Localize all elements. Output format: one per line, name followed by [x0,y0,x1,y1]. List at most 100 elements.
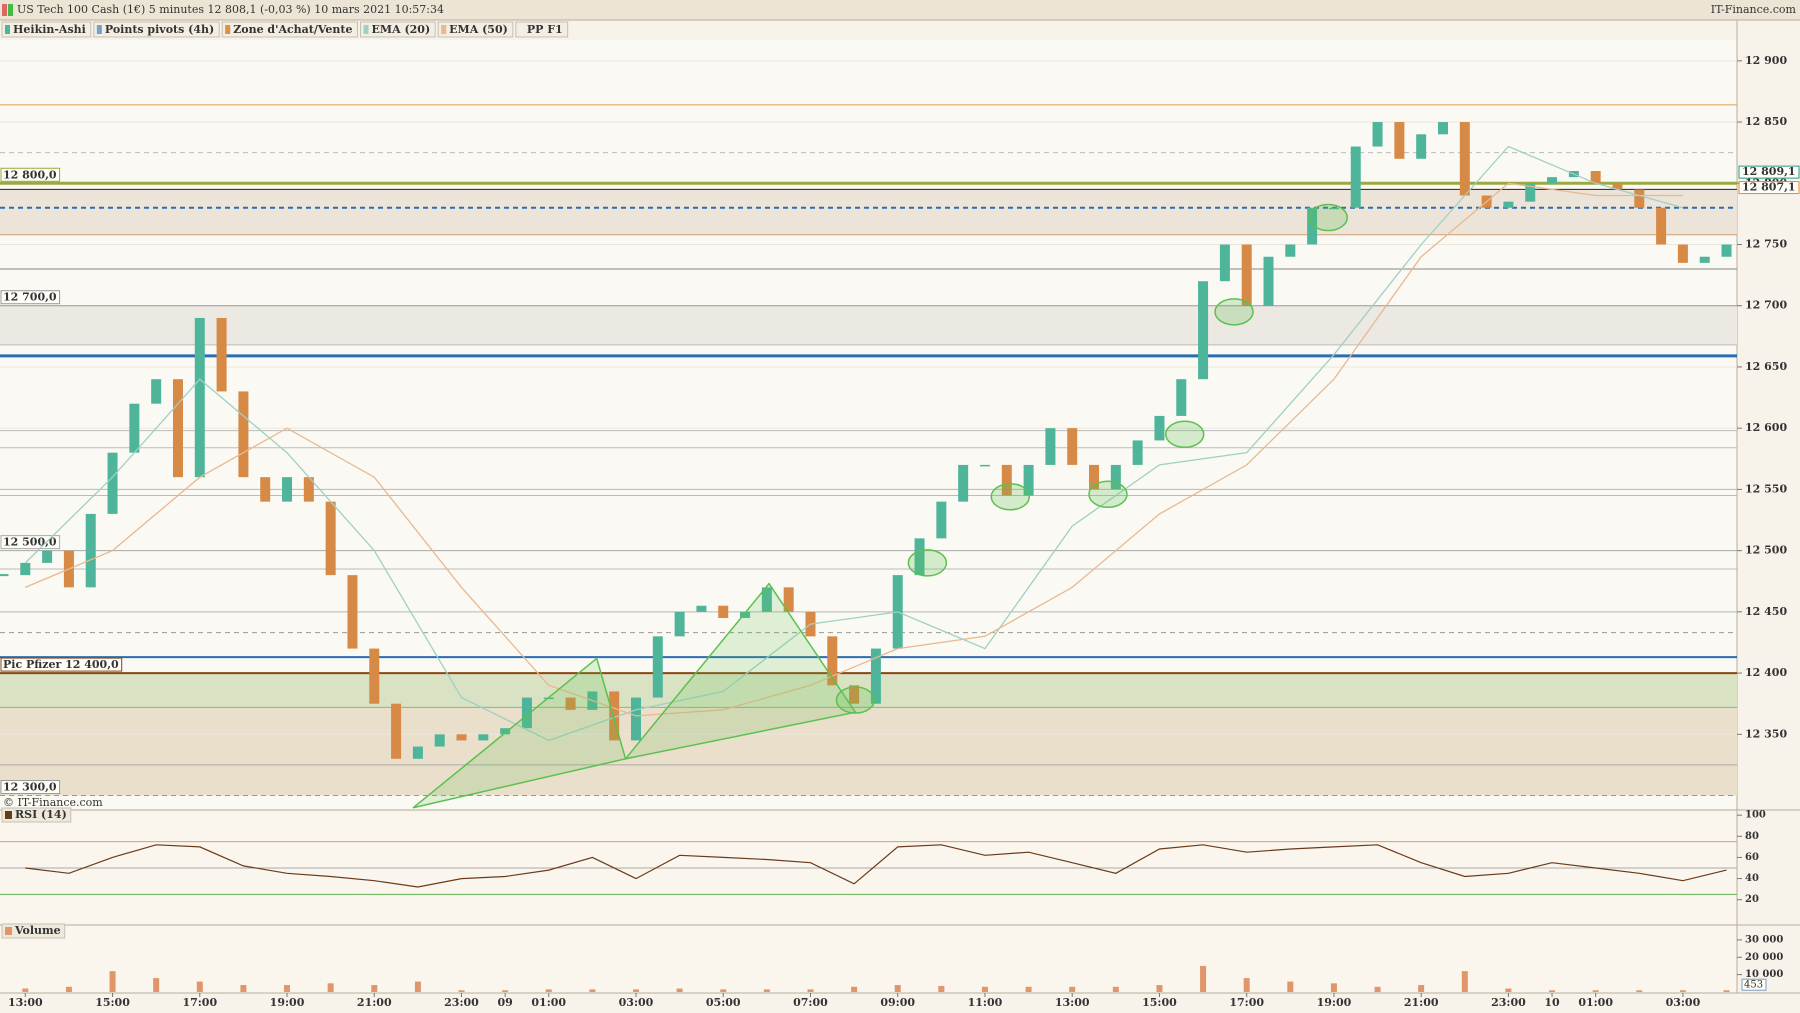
candle [740,611,751,618]
candle [151,379,162,404]
candle [849,685,860,704]
candle [565,697,576,710]
circle-drawing [907,549,948,577]
x-tick-label: 11:00 [968,996,1003,1009]
volume-bar [807,989,814,992]
legend-label: Points pivots (4h) [105,23,214,36]
candle [521,697,532,729]
volume-bar [284,985,291,992]
x-tick-label: 03:00 [1666,996,1701,1009]
volume-bar [589,989,596,992]
triangle-drawing [623,582,857,760]
candle [827,636,838,686]
legend-swatch [518,25,524,34]
circle-drawing [1308,203,1349,232]
candle [1023,464,1034,496]
legend-label: EMA (50) [449,23,508,36]
candle [456,734,467,741]
x-tick-label: 13:00 [1055,996,1090,1009]
candle [1437,122,1448,135]
y-tick-label: 80 [1745,831,1759,842]
candle [1067,428,1078,465]
volume-bar [676,988,683,992]
volume-bar [458,990,465,992]
level-label: 12 500,0 [3,536,57,549]
x-tick-label: 17:00 [1229,996,1264,1009]
candle [1656,207,1667,245]
volume-bar [632,989,639,992]
candle [325,501,336,576]
zone [0,189,1737,235]
circle-drawing [1214,298,1254,326]
price-label-box [1738,181,1800,195]
y-tick-label: 12 500 [1745,544,1787,557]
candle [1241,244,1252,306]
volume-bar [65,986,72,992]
last-volume: 453 [1744,980,1763,991]
legend-swatch [5,811,12,819]
legend-box [360,21,436,38]
level-label: 12 300,0 [3,781,57,794]
volume-bar [1156,985,1163,992]
y-tick-label: 20 [1745,894,1759,905]
candle [783,587,794,612]
y-tick-label: 12 700 [1745,299,1787,312]
volume-bar [763,989,770,992]
candle [1459,122,1470,196]
x-tick-label: 21:00 [357,996,392,1009]
candle [1110,464,1121,490]
volume-bar [1679,990,1686,992]
candle [172,379,183,478]
candle [1198,281,1209,380]
circle-drawing [835,686,876,714]
candle [391,703,402,759]
volume-bar [851,986,858,992]
candle [42,550,53,563]
legend-swatch [96,25,102,34]
volume-bar [109,971,116,992]
legend-box [93,21,220,38]
candle [1350,146,1361,208]
legend-box [515,21,569,38]
level-label: Pic Pfizer 12 400,0 [3,658,119,671]
price-label: 12 807,1 [1742,181,1796,194]
volume-bar [938,985,945,992]
candle [870,648,881,704]
level-label-box [0,290,61,305]
y-tick-label: 12 550 [1745,482,1787,495]
icon [8,4,13,16]
y-tick-label: 12 600 [1745,421,1787,434]
volume-bar [981,986,988,992]
volume-bar [1549,990,1556,992]
price-label: 12 809,1 [1742,165,1796,178]
y-tick-label: 40 [1745,873,1759,884]
ema-line [24,145,1684,742]
x-tick-label: 01:00 [1578,996,1613,1009]
level-label-box [0,780,61,795]
x-tick-label: 09 [497,996,512,1009]
x-tick-label: 05:00 [706,996,741,1009]
legend-swatch [5,927,12,935]
x-tick-label: 23:00 [444,996,479,1009]
y-tick-label: 20 000 [1745,952,1783,963]
circle-drawing [1165,420,1205,449]
candle [1263,256,1274,306]
candle [260,477,271,502]
candle [1219,244,1230,282]
y-tick-label: 60 [1745,852,1759,863]
x-tick-label: 13:00 [8,996,43,1009]
candle [1394,122,1405,159]
volume-bar [894,985,901,992]
price-label-box [1738,165,1800,179]
volume-bar [196,981,203,992]
circle-drawing [1088,480,1128,509]
volume-bar [1069,986,1076,992]
legend-label: Heikin-Ashi [13,23,86,36]
candle [1285,244,1296,257]
volume-bar [502,990,509,992]
legend-box [221,21,359,38]
candle [1089,464,1100,490]
volume-bar [1592,990,1599,992]
candle [1045,428,1056,465]
